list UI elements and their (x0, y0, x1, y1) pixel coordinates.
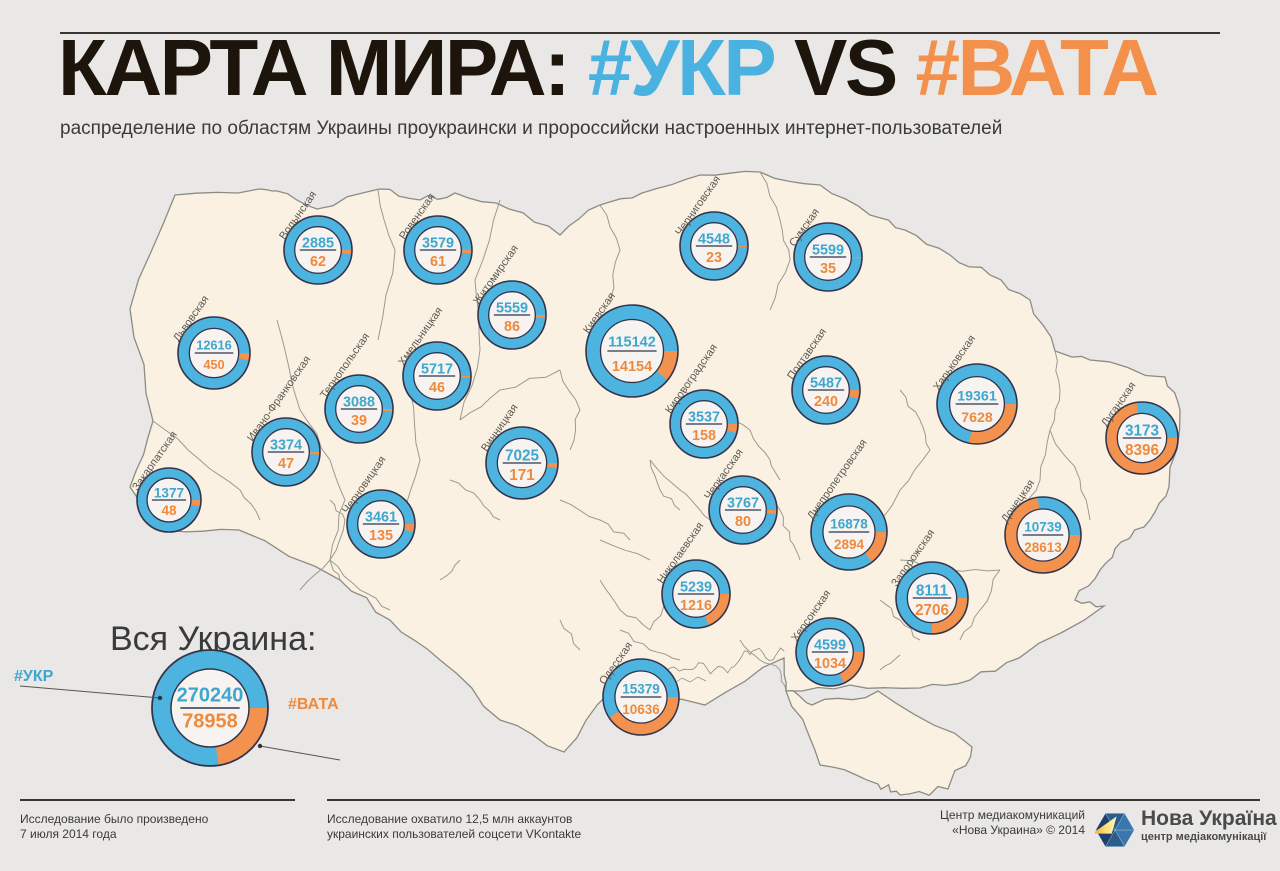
svg-text:4548: 4548 (698, 232, 730, 248)
svg-text:35: 35 (820, 261, 836, 277)
svg-text:47: 47 (278, 456, 294, 472)
svg-text:2885: 2885 (302, 236, 334, 252)
svg-text:8396: 8396 (1125, 442, 1159, 459)
svg-text:5717: 5717 (421, 362, 453, 378)
svg-text:48: 48 (161, 503, 177, 518)
svg-text:5559: 5559 (496, 301, 528, 317)
svg-text:62: 62 (310, 254, 326, 270)
svg-text:240: 240 (814, 394, 838, 410)
svg-text:3767: 3767 (727, 496, 759, 512)
svg-text:5599: 5599 (812, 243, 844, 259)
svg-text:7628: 7628 (961, 410, 993, 426)
svg-text:3579: 3579 (422, 236, 454, 252)
svg-text:8111: 8111 (916, 582, 949, 599)
svg-text:16878: 16878 (830, 517, 868, 532)
svg-text:135: 135 (369, 528, 393, 544)
svg-text:61: 61 (430, 254, 446, 270)
svg-text:80: 80 (735, 514, 751, 530)
svg-text:1034: 1034 (814, 656, 846, 672)
svg-text:4599: 4599 (814, 638, 846, 654)
svg-text:46: 46 (429, 380, 445, 396)
svg-text:15379: 15379 (622, 682, 660, 697)
svg-text:10636: 10636 (622, 702, 660, 717)
svg-text:12616: 12616 (196, 338, 232, 353)
svg-text:3173: 3173 (1125, 422, 1159, 439)
svg-text:10739: 10739 (1024, 520, 1062, 535)
svg-text:3374: 3374 (270, 438, 302, 454)
svg-text:2706: 2706 (915, 602, 949, 619)
svg-text:2894: 2894 (834, 537, 865, 552)
svg-text:14154: 14154 (612, 359, 652, 375)
svg-text:28613: 28613 (1024, 540, 1062, 555)
svg-text:5487: 5487 (810, 376, 842, 392)
svg-text:1216: 1216 (680, 598, 712, 614)
svg-text:5239: 5239 (680, 580, 712, 596)
svg-text:39: 39 (351, 413, 367, 429)
svg-text:3088: 3088 (343, 395, 375, 411)
svg-text:86: 86 (504, 319, 520, 335)
svg-text:7025: 7025 (505, 447, 540, 464)
svg-text:171: 171 (509, 467, 535, 484)
svg-text:450: 450 (203, 357, 224, 372)
svg-text:158: 158 (692, 428, 716, 444)
svg-text:19361: 19361 (957, 388, 997, 404)
svg-text:3461: 3461 (365, 510, 397, 526)
svg-text:1377: 1377 (154, 486, 184, 501)
svg-text:23: 23 (706, 250, 722, 266)
svg-text:115142: 115142 (608, 334, 656, 350)
svg-text:3537: 3537 (688, 410, 720, 426)
